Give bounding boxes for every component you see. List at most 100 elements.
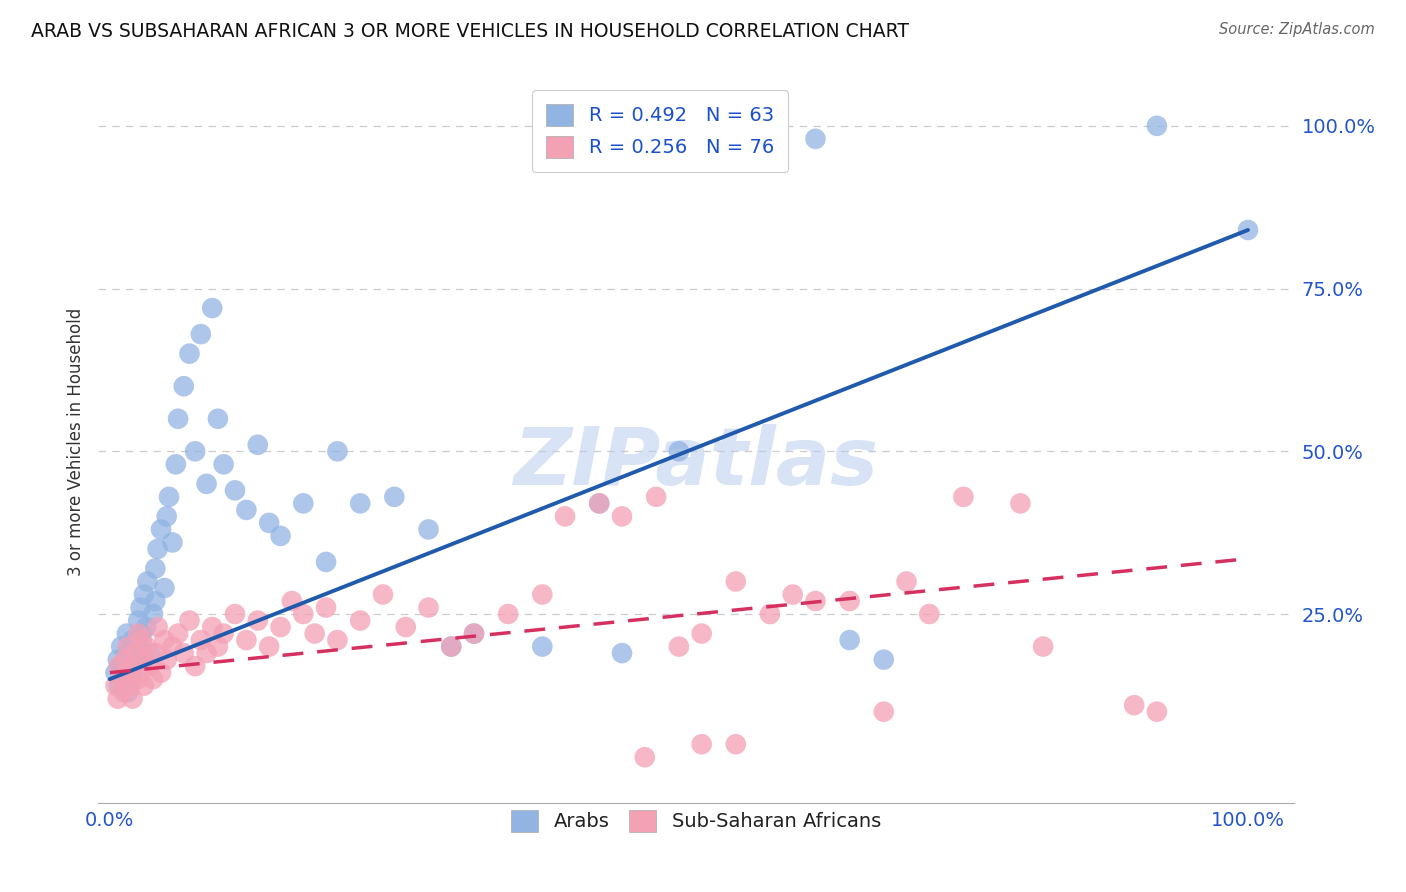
Point [235,633,257,648]
Point [349,614,371,628]
Point [724,574,747,589]
Point [292,607,315,621]
Point [610,646,633,660]
Point [634,750,657,764]
Point [110,659,132,673]
Point [463,626,485,640]
Point [292,496,315,510]
Point [127,614,149,628]
Point [108,659,131,673]
Point [184,444,207,458]
Point [121,633,143,648]
Point [127,626,149,640]
Point [588,496,610,510]
Point [1032,640,1054,654]
Point [212,626,235,640]
Point [246,614,269,628]
Point [124,659,146,673]
Point [804,132,827,146]
Point [281,594,304,608]
Point [153,581,176,595]
Point [190,327,212,342]
Y-axis label: 3 or more Vehicles in Household: 3 or more Vehicles in Household [66,308,84,575]
Point [588,496,610,510]
Point [270,620,292,634]
Point [690,626,713,640]
Point [143,561,166,575]
Point [117,685,139,699]
Point [804,594,827,608]
Point [165,458,187,472]
Point [129,600,152,615]
Point [127,640,149,654]
Point [135,640,157,654]
Point [668,640,690,654]
Point [782,587,804,601]
Point [150,665,173,680]
Point [440,640,463,654]
Point [690,737,713,751]
Point [142,672,165,686]
Point [668,444,690,458]
Point [235,503,257,517]
Point [156,652,179,666]
Point [127,672,149,686]
Point [496,607,519,621]
Point [112,672,135,686]
Point [418,600,440,615]
Point [610,509,633,524]
Point [173,379,195,393]
Point [156,509,179,524]
Point [110,640,132,654]
Point [112,685,135,699]
Text: Source: ZipAtlas.com: Source: ZipAtlas.com [1219,22,1375,37]
Point [114,652,136,666]
Point [257,640,280,654]
Point [315,600,337,615]
Point [838,633,860,648]
Point [463,626,485,640]
Point [150,523,173,537]
Point [115,626,138,640]
Point [873,705,896,719]
Point [132,587,155,601]
Point [143,646,166,660]
Point [107,691,129,706]
Point [224,607,246,621]
Point [136,574,159,589]
Point [918,607,941,621]
Point [184,659,207,673]
Point [531,587,554,601]
Point [952,490,974,504]
Point [371,587,394,601]
Point [395,620,418,634]
Point [246,438,269,452]
Point [1010,496,1032,510]
Point [120,679,142,693]
Point [107,652,129,666]
Point [167,411,190,425]
Point [896,574,918,589]
Point [179,346,201,360]
Point [201,301,224,315]
Point [724,737,747,751]
Point [146,541,169,556]
Point [418,523,440,537]
Point [120,652,142,666]
Point [153,633,176,648]
Point [759,607,782,621]
Point [207,411,229,425]
Point [257,516,280,530]
Point [554,509,576,524]
Point [121,665,143,680]
Point [270,529,292,543]
Point [873,652,896,666]
Point [1146,119,1168,133]
Point [143,594,166,608]
Point [207,640,229,654]
Point [349,496,371,510]
Point [224,483,246,498]
Point [157,490,180,504]
Point [645,490,668,504]
Point [146,620,169,634]
